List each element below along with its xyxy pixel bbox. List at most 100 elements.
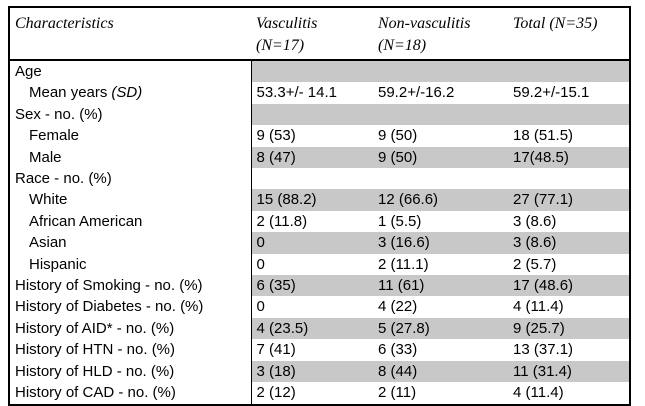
value-cell: 7 (41) [256, 341, 296, 359]
row-sex: Sex - no. (%) [9, 103, 630, 126]
row-label-text: Female [29, 127, 80, 145]
row-white: White 15 (88.2) 12 (66.6) 27 (77.1) [9, 189, 630, 211]
value-cell [251, 60, 373, 83]
value-cell: 11 (61) [373, 275, 508, 297]
row-label-text: History of Diabetes - no. (%) [15, 298, 204, 316]
value-cell: 4 (22) [378, 298, 418, 316]
row-label-italic-suffix: (SD) [111, 84, 143, 102]
value-cell: 27 (77.1) [508, 189, 630, 211]
row-label-text: History of AID* - no. (%) [15, 319, 175, 337]
value-cell: 4 (11.4) [513, 298, 564, 316]
col-header-total: Total (N=35) [508, 7, 630, 61]
column-header-line1: Characteristics [15, 15, 114, 32]
row-label-text: Race - no. (%) [15, 170, 112, 188]
column-header-line1: Vasculitis [256, 15, 318, 32]
value-cell: 8 (47) [251, 146, 373, 169]
row-history-htn: History of HTN - no. (%) 7 (41) 6 (33) 13 (… [9, 339, 630, 361]
value-cell: 9 (50) [378, 127, 418, 145]
row-african-american: African American 2 (11.8) 1 (5.5) 3 (8.6) [9, 210, 630, 233]
row-label: Sex - no. (%) [9, 103, 252, 126]
value-cell: 3 (18) [251, 360, 373, 383]
col-header-non-vasculitis: Non-vasculitis (N=18) [373, 7, 508, 61]
value-cell: 3 (8.6) [513, 212, 557, 230]
column-header-line1: Non-vasculitis [378, 15, 471, 32]
row-history-hld: History of HLD - no. (%) 3 (18) 8 (44) 11 (… [9, 360, 630, 383]
value-cell: 0 [256, 255, 265, 273]
column-header-line1: Total (N=35) [513, 15, 598, 32]
row-asian: Asian 0 3 (16.6) 3 (8.6) [9, 232, 630, 254]
column-header-line2: (N=18) [378, 37, 427, 54]
row-label-text: African American [29, 212, 143, 230]
value-cell [251, 103, 373, 126]
value-cell: 15 (88.2) [251, 189, 373, 211]
row-label: History of Diabetes - no. (%) [9, 296, 252, 318]
row-male: Male 8 (47) 9 (50) 17(48.5) [9, 146, 630, 169]
row-label-text: History of HTN - no. (%) [15, 341, 176, 359]
row-label: History of CAD - no. (%) [9, 382, 252, 405]
value-cell: 1 (5.5) [378, 212, 422, 230]
value-cell: 0 [251, 232, 373, 254]
characteristics-table: Characteristics Vasculitis (N=17) Non-vascu… [8, 6, 631, 406]
value-cell: 0 [256, 298, 265, 316]
value-cell: 2 (5.7) [513, 255, 557, 273]
value-cell [373, 60, 508, 83]
row-label-text: Age [15, 63, 42, 80]
row-label-text: White [29, 191, 68, 209]
row-label: White [9, 189, 252, 211]
row-label: Race - no. (%) [9, 168, 252, 190]
row-label-text: History of CAD - no. (%) [15, 384, 176, 402]
row-history-aid: History of AID* - no. (%) 4 (23.5) 5 (27.8… [9, 317, 630, 340]
row-label-text: History of Smoking - no. (%) [15, 277, 203, 295]
value-cell: 2 (11.8) [256, 212, 308, 230]
row-female: Female 9 (53) 9 (50) 18 (51.5) [9, 125, 630, 147]
value-cell: 17 (48.6) [508, 275, 630, 297]
row-history-smoking: History of Smoking - no. (%) 6 (35) 11 (61… [9, 275, 630, 297]
value-cell: 3 (16.6) [373, 232, 508, 254]
value-cell: 53.3+/- 14.1 [256, 84, 337, 102]
value-cell: 18 (51.5) [513, 127, 574, 145]
value-cell: 17(48.5) [508, 146, 630, 169]
row-label-text: Male [29, 148, 62, 166]
row-race: Race - no. (%) [9, 168, 630, 190]
row-label: History of Smoking - no. (%) [9, 275, 252, 297]
value-cell: 5 (27.8) [373, 317, 508, 340]
col-header-characteristics: Characteristics [9, 7, 251, 61]
value-cell: 4 (23.5) [251, 317, 373, 340]
value-cell: 12 (66.6) [373, 189, 508, 211]
row-age: Age [9, 60, 630, 83]
value-cell: 2 (11.1) [378, 255, 429, 273]
value-cell: 2 (11) [378, 384, 417, 402]
row-label: Mean years (SD) [9, 82, 252, 104]
row-label: Age [9, 60, 252, 83]
row-hispanic: Hispanic 0 2 (11.1) 2 (5.7) [9, 253, 630, 276]
value-cell [251, 168, 373, 189]
value-cell: 59.2+/-15.1 [513, 84, 590, 102]
characteristics-table-container: Characteristics Vasculitis (N=17) Non-vascu… [8, 6, 631, 406]
value-cell: 6 (35) [251, 275, 373, 297]
value-cell [508, 103, 630, 126]
row-label: History of HTN - no. (%) [9, 339, 252, 361]
row-history-cad: History of CAD - no. (%) 2 (12) 2 (11) 4 (1… [9, 382, 630, 405]
value-cell: 9 (53) [256, 127, 296, 145]
row-history-diabetes: History of Diabetes - no. (%) 0 4 (22) 4 (1… [9, 296, 630, 318]
value-cell: 3 (8.6) [508, 232, 630, 254]
column-header-line2: (N=17) [256, 37, 305, 54]
value-cell: 9 (25.7) [508, 317, 630, 340]
value-cell: 59.2+/-16.2 [378, 84, 455, 102]
row-label-text: Mean years [29, 84, 108, 102]
value-cell [373, 103, 508, 126]
value-cell: 8 (44) [373, 360, 508, 383]
value-cell: 2 (12) [256, 384, 296, 402]
value-cell: 13 (37.1) [513, 341, 574, 359]
value-cell: 6 (33) [378, 341, 418, 359]
row-label: Hispanic [9, 253, 252, 276]
row-label: Male [9, 146, 252, 169]
row-mean-years: Mean years (SD) 53.3+/- 14.1 59.2+/-16.2 59.… [9, 82, 630, 104]
value-cell [508, 60, 630, 83]
row-label: Asian [9, 232, 252, 254]
header-row: Characteristics Vasculitis (N=17) Non-vascu… [9, 7, 630, 61]
value-cell [508, 168, 630, 189]
row-label-text: Asian [29, 234, 67, 252]
row-label-text: Hispanic [29, 255, 87, 273]
col-header-vasculitis: Vasculitis (N=17) [251, 7, 373, 61]
